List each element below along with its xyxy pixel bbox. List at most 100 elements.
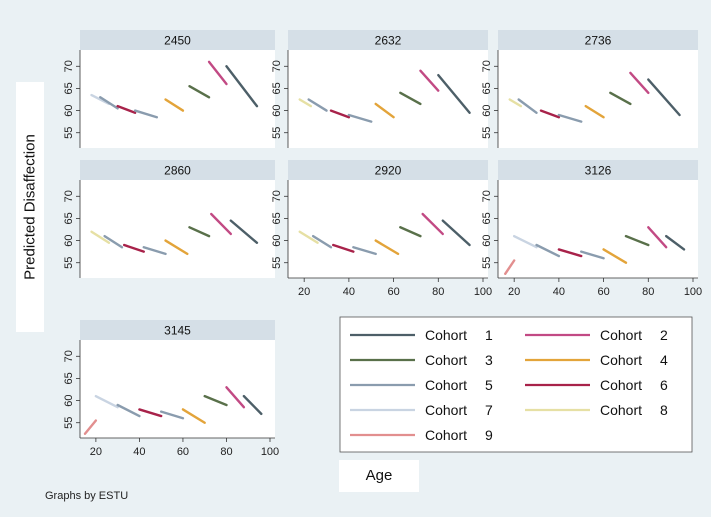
- y-tick-label: 55: [63, 127, 75, 139]
- x-tick-label: 100: [261, 446, 279, 458]
- x-tick-label: 20: [298, 286, 310, 298]
- legend-number: 4: [660, 352, 668, 368]
- y-tick-label: 55: [481, 127, 493, 139]
- y-tick-label: 60: [481, 234, 493, 246]
- cohort-6-line: [116, 104, 137, 114]
- cohort-4-line: [374, 102, 395, 119]
- legend-number: 3: [485, 352, 493, 368]
- x-tick-label: 80: [220, 446, 232, 458]
- cohort-5-line: [133, 109, 159, 119]
- y-tick-label: 70: [481, 60, 493, 72]
- cohort-2-line: [225, 386, 246, 409]
- cohort-5-line: [159, 410, 185, 420]
- legend-label: Cohort: [600, 327, 642, 343]
- cohort-8-line: [298, 230, 319, 244]
- cohort-3-line: [609, 91, 632, 106]
- y-axis-title-box: [16, 82, 44, 332]
- cohort-6-line: [332, 243, 355, 253]
- cohort-8-line: [90, 230, 111, 244]
- panel-title: 2920: [375, 164, 402, 178]
- cohort-1-line: [242, 394, 263, 416]
- x-tick-label: 60: [597, 286, 609, 298]
- x-tick-label: 80: [642, 286, 654, 298]
- cohort-2-line: [421, 212, 444, 236]
- cohort-6-line: [122, 243, 145, 253]
- cohort-5-line: [557, 113, 583, 123]
- panel-title: 3126: [585, 164, 612, 178]
- y-tick-label: 70: [271, 190, 283, 202]
- cohort-3-line: [624, 234, 650, 247]
- legend-label: Cohort: [425, 427, 467, 443]
- cohort-9-line: [504, 259, 516, 275]
- y-tick-label: 65: [481, 82, 493, 94]
- panel-strip: [80, 30, 275, 50]
- x-tick-label: 40: [553, 286, 565, 298]
- x-axis-title-box: Age: [339, 460, 419, 492]
- x-tick-label: 100: [684, 286, 702, 298]
- y-tick-label: 60: [271, 234, 283, 246]
- cohort-1-line: [225, 65, 259, 108]
- cohort-5-line: [116, 403, 141, 418]
- panel-2860: 2860 55 60 65 70: [63, 160, 275, 278]
- y-tick-label: 70: [63, 60, 75, 72]
- cohort-8-line: [508, 98, 523, 108]
- cohort-5-line: [352, 246, 377, 256]
- legend-label: Cohort: [600, 352, 642, 368]
- x-tick-label: 100: [474, 286, 492, 298]
- cohort-6-line: [557, 248, 583, 258]
- panel-title: 2632: [375, 34, 402, 48]
- cohort-1-line: [664, 234, 686, 251]
- cohort-7-line: [94, 394, 119, 409]
- cohort-3-line: [203, 394, 228, 407]
- y-tick-label: 65: [481, 212, 493, 224]
- cohort-7-line: [512, 234, 538, 249]
- x-tick-label: 40: [133, 446, 145, 458]
- panel-2632: 2632 55 60 65 70: [271, 30, 488, 148]
- panel-2450: 2450 55 60 65 70: [63, 30, 275, 148]
- y-tick-label: 55: [481, 257, 493, 269]
- x-tick-label: 20: [90, 446, 102, 458]
- cohort-3-line: [399, 91, 422, 106]
- panel-strip: [80, 320, 275, 340]
- y-tick-label: 60: [63, 104, 75, 116]
- y-tick-label: 60: [481, 104, 493, 116]
- legend: Cohort 1 Cohort 2 Cohort 3 Cohort 4 Cohort 5 Cohor…: [339, 316, 693, 453]
- legend-label: Cohort: [425, 352, 467, 368]
- legend-number: 6: [660, 377, 668, 393]
- panel-strip: [498, 30, 698, 50]
- x-tick-label: 60: [387, 286, 399, 298]
- panel-plot-area: [80, 180, 275, 278]
- legend-number: 1: [485, 327, 493, 343]
- x-tick-label: 20: [508, 286, 520, 298]
- cohort-3-line: [188, 85, 211, 99]
- cohort-4-line: [374, 239, 400, 256]
- panel-2736: 2736 55 60 65 70: [481, 30, 698, 148]
- legend-number: 5: [485, 377, 493, 393]
- panel-strip: [80, 160, 275, 180]
- panel-plot-area: [498, 50, 698, 148]
- legend-label: Cohort: [425, 402, 467, 418]
- cohort-4-line: [602, 248, 628, 264]
- cohort-2-line: [207, 60, 228, 86]
- legend-number: 2: [660, 327, 668, 343]
- panel-plot-area: [80, 340, 275, 438]
- panel-strip: [288, 30, 488, 50]
- cohort-3-line: [188, 226, 211, 238]
- panel-title: 2736: [585, 34, 612, 48]
- cohort-1-line: [647, 78, 681, 117]
- cohort-4-line: [584, 104, 605, 119]
- cohort-3-line: [399, 226, 422, 238]
- panel-title: 3145: [164, 324, 191, 338]
- panel-2920: 2920 55 60 65 70 20 40 60 80 100: [271, 160, 492, 298]
- x-tick-label: 80: [432, 286, 444, 298]
- cohort-1-line: [229, 219, 259, 244]
- cohort-5-line: [103, 234, 124, 249]
- panel-plot-area: [288, 50, 488, 148]
- cohort-2-line: [419, 69, 440, 92]
- cohort-1-line: [441, 219, 471, 247]
- cohort-5-line: [142, 246, 167, 256]
- y-tick-label: 55: [63, 257, 75, 269]
- y-tick-label: 65: [63, 212, 75, 224]
- y-tick-label: 60: [63, 234, 75, 246]
- legend-label: Cohort: [425, 377, 467, 393]
